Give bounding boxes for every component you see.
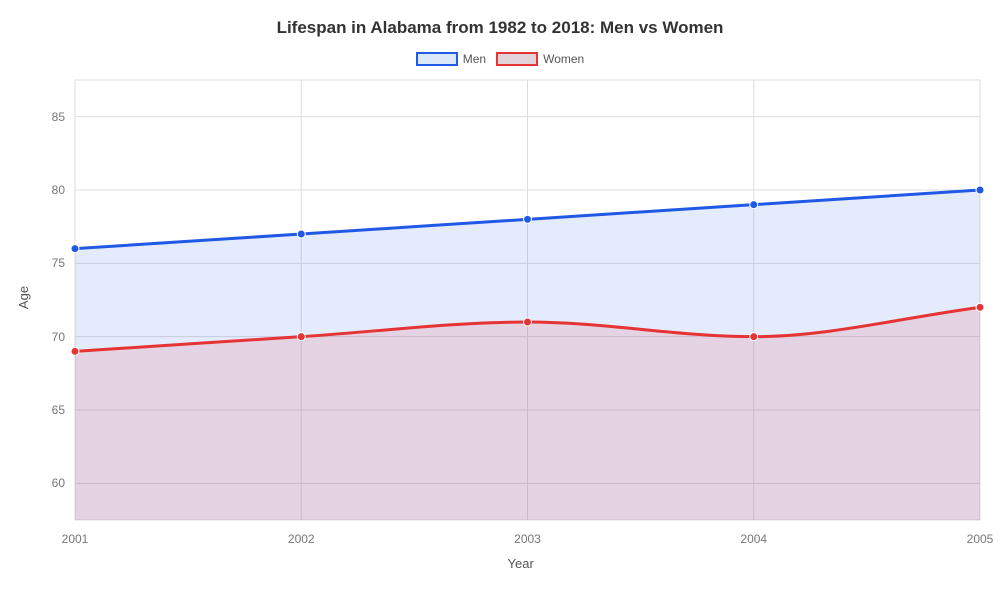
chart-plot [0,0,1000,600]
chart-container: Lifespan in Alabama from 1982 to 2018: M… [0,0,1000,600]
